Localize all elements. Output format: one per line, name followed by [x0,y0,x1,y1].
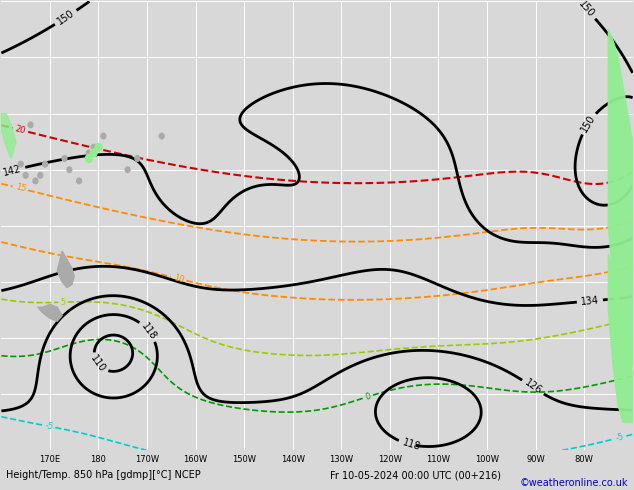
Circle shape [67,167,72,172]
Text: 134: 134 [580,295,600,307]
Circle shape [33,178,38,184]
Text: 15: 15 [14,183,27,194]
Text: 0: 0 [365,392,372,402]
Circle shape [62,156,67,161]
Text: 126: 126 [522,378,543,396]
Text: 150: 150 [55,8,76,27]
Circle shape [28,122,33,127]
Circle shape [125,167,130,172]
Text: Fr 10-05-2024 00:00 UTC (00+216): Fr 10-05-2024 00:00 UTC (00+216) [330,470,501,480]
Circle shape [95,144,102,151]
Circle shape [135,156,139,161]
Text: 20: 20 [14,124,27,136]
Polygon shape [57,251,74,288]
Circle shape [38,172,42,178]
Text: 142: 142 [3,163,23,177]
Polygon shape [609,29,633,372]
Text: 150: 150 [579,113,597,134]
Polygon shape [38,304,62,321]
Text: 110: 110 [89,353,107,374]
Polygon shape [1,114,16,158]
Text: -5: -5 [44,421,54,432]
Text: 10: 10 [172,273,184,285]
Circle shape [101,133,106,139]
Circle shape [18,161,23,167]
Circle shape [86,150,91,156]
Polygon shape [609,254,633,422]
Text: Height/Temp. 850 hPa [gdmp][°C] NCEP: Height/Temp. 850 hPa [gdmp][°C] NCEP [6,470,201,480]
Circle shape [23,172,28,178]
Circle shape [91,145,96,150]
Text: 150: 150 [577,0,597,20]
Text: 118: 118 [139,321,158,342]
Text: ©weatheronline.co.uk: ©weatheronline.co.uk [519,478,628,488]
Text: -5: -5 [615,432,625,443]
Text: 5: 5 [60,297,66,307]
Circle shape [86,154,92,162]
Text: 118: 118 [401,437,422,452]
Circle shape [90,149,97,157]
Circle shape [42,161,48,167]
Circle shape [159,133,164,139]
Circle shape [77,178,82,184]
